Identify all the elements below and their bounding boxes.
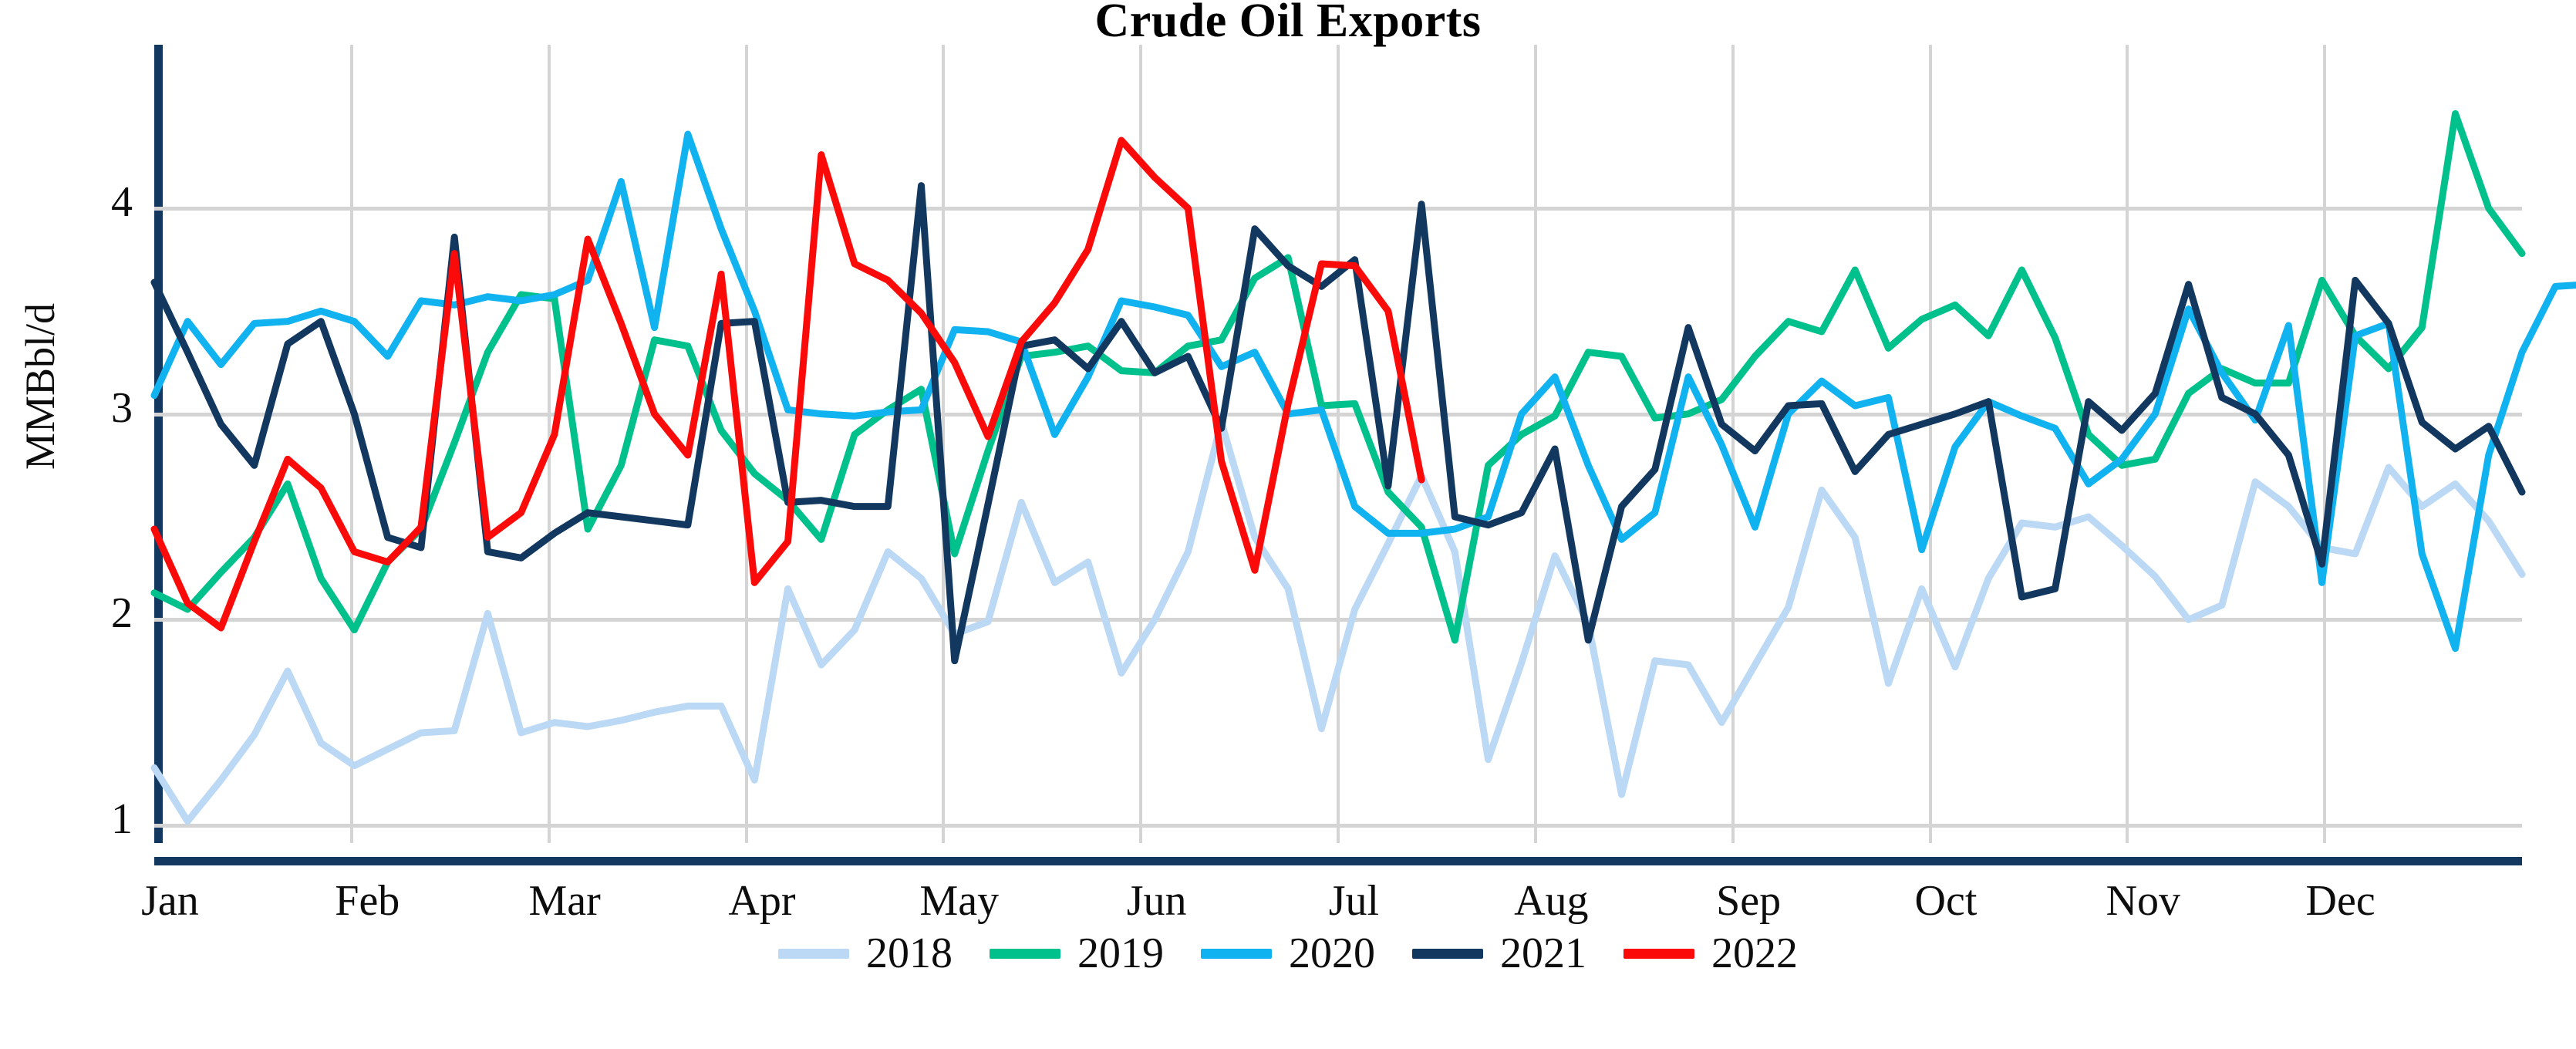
- series-line-2020: [150, 130, 2576, 653]
- page-title: Crude Oil Exports: [1094, 0, 1482, 47]
- gridline-x-8: [1731, 45, 1735, 843]
- legend-label-2020: 2020: [1289, 929, 1375, 977]
- series-line-2021: [150, 182, 2526, 665]
- x-tick-label-jun: Jun: [1126, 877, 1187, 925]
- x-tick-label-may: May: [919, 877, 1000, 925]
- gridline-x-4: [942, 45, 946, 843]
- legend-swatch-2020: [1201, 948, 1272, 959]
- y-tick-label-2: 2: [111, 589, 133, 638]
- x-tick-label-aug: Aug: [1514, 877, 1589, 925]
- plot-area: 1 2 3 4 Jan Feb Mar Apr May Jun Jul Aug Sep Oct Nov De…: [111, 45, 2576, 923]
- gridline-x-7: [1533, 45, 1537, 843]
- legend-item-2020[interactable]: 2020: [1201, 932, 1375, 975]
- series-line-2022: [150, 137, 1425, 632]
- legend: 2018 2019 2020 2021 2022: [0, 932, 2576, 975]
- legend-label-2018: 2018: [866, 929, 953, 977]
- gridline-x-3: [744, 45, 748, 843]
- legend-swatch-2022: [1623, 948, 1694, 959]
- x-tick-label-jul: Jul: [1328, 877, 1380, 925]
- legend-item-2019[interactable]: 2019: [990, 932, 1164, 975]
- gridline-x-9: [1928, 45, 1932, 843]
- legend-label-2019: 2019: [1077, 929, 1164, 977]
- x-axis-line: [154, 857, 2522, 865]
- gridline-x-1: [349, 45, 353, 843]
- legend-item-2022[interactable]: 2022: [1623, 932, 1798, 975]
- x-tick-label-apr: Apr: [728, 877, 796, 925]
- x-tick-label-feb: Feb: [335, 877, 400, 925]
- series-lines: [150, 110, 2576, 825]
- y-tick-label-4: 4: [111, 178, 133, 226]
- legend-label-2021: 2021: [1500, 929, 1586, 977]
- series-line-2018: [150, 418, 2526, 825]
- legend-swatch-2019: [990, 948, 1060, 959]
- y-axis-line: [154, 45, 163, 843]
- x-tick-label-nov: Nov: [2106, 877, 2181, 925]
- x-tick-label-mar: Mar: [528, 877, 601, 925]
- x-tick-label-sep: Sep: [1716, 877, 1782, 925]
- y-tick-label-3: 3: [111, 383, 133, 432]
- legend-label-2022: 2022: [1711, 929, 1798, 977]
- legend-item-2021[interactable]: 2021: [1412, 932, 1586, 975]
- gridline-x-6: [1337, 45, 1340, 843]
- x-tick-label-oct: Oct: [1914, 877, 1978, 925]
- y-tick-label-1: 1: [111, 795, 133, 843]
- gridline-x-10: [2126, 45, 2129, 843]
- legend-item-2018[interactable]: 2018: [778, 932, 953, 975]
- gridline-x-5: [1139, 45, 1143, 843]
- x-tick-label-jan: Jan: [141, 877, 199, 925]
- x-tick-label-dec: Dec: [2305, 877, 2375, 925]
- legend-swatch-2018: [778, 948, 849, 959]
- gridline-x-11: [2323, 45, 2327, 843]
- legend-swatch-2021: [1412, 948, 1483, 959]
